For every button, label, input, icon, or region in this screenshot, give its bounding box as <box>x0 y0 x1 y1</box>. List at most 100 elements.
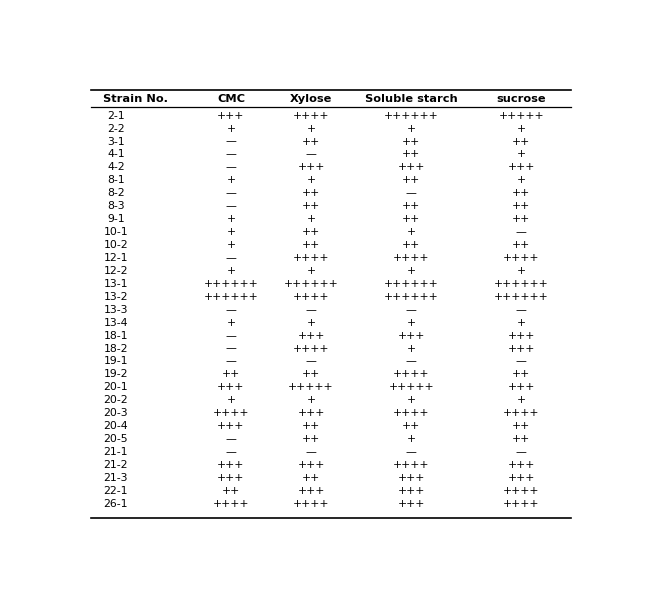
Text: +++: +++ <box>217 111 245 120</box>
Text: 18-1: 18-1 <box>103 331 128 340</box>
Text: +++: +++ <box>297 408 325 419</box>
Text: +: + <box>226 395 236 405</box>
Text: 4-1: 4-1 <box>107 150 125 159</box>
Text: ++: ++ <box>402 201 421 211</box>
Text: ++++++: ++++++ <box>384 111 439 120</box>
Text: ++: ++ <box>402 136 421 147</box>
Text: ++++: ++++ <box>293 343 329 354</box>
Text: +++: +++ <box>217 473 245 483</box>
Text: +: + <box>517 266 526 276</box>
Text: ++++++: ++++++ <box>203 292 258 302</box>
Text: +: + <box>517 150 526 159</box>
Text: —: — <box>225 447 236 457</box>
Text: CMC: CMC <box>217 94 245 104</box>
Text: +++: +++ <box>397 499 425 509</box>
Text: sucrose: sucrose <box>497 94 546 104</box>
Text: 13-1: 13-1 <box>103 279 128 289</box>
Text: ++++: ++++ <box>393 370 430 379</box>
Text: ++: ++ <box>302 473 320 483</box>
Text: 22-1: 22-1 <box>103 486 128 496</box>
Text: ++: ++ <box>512 201 530 211</box>
Text: —: — <box>516 227 526 237</box>
Text: +: + <box>406 266 416 276</box>
Text: ++++: ++++ <box>213 499 249 509</box>
Text: +: + <box>406 123 416 134</box>
Text: ++++++: ++++++ <box>284 279 339 289</box>
Text: +++: +++ <box>297 460 325 470</box>
Text: +++++: +++++ <box>388 382 434 392</box>
Text: 8-2: 8-2 <box>107 188 125 199</box>
Text: ++: ++ <box>512 240 530 250</box>
Text: ++++: ++++ <box>503 486 539 496</box>
Text: +++++: +++++ <box>499 111 544 120</box>
Text: ++++++: ++++++ <box>384 279 439 289</box>
Text: +: + <box>306 123 316 134</box>
Text: 13-3: 13-3 <box>103 305 128 315</box>
Text: ++++: ++++ <box>293 111 329 120</box>
Text: 2-2: 2-2 <box>107 123 125 134</box>
Text: +++: +++ <box>508 163 535 172</box>
Text: +: + <box>517 123 526 134</box>
Text: ++++++: ++++++ <box>494 279 548 289</box>
Text: 12-2: 12-2 <box>103 266 128 276</box>
Text: ++++: ++++ <box>393 460 430 470</box>
Text: —: — <box>406 305 417 315</box>
Text: —: — <box>225 434 236 444</box>
Text: ++: ++ <box>302 421 320 431</box>
Text: 3-1: 3-1 <box>107 136 125 147</box>
Text: —: — <box>516 447 526 457</box>
Text: 20-2: 20-2 <box>103 395 128 405</box>
Text: +: + <box>406 318 416 327</box>
Text: —: — <box>406 188 417 199</box>
Text: +: + <box>406 227 416 237</box>
Text: 10-2: 10-2 <box>103 240 128 250</box>
Text: 20-3: 20-3 <box>103 408 128 419</box>
Text: ++: ++ <box>512 370 530 379</box>
Text: +++: +++ <box>397 486 425 496</box>
Text: 21-3: 21-3 <box>103 473 128 483</box>
Text: 21-1: 21-1 <box>103 447 128 457</box>
Text: +: + <box>226 240 236 250</box>
Text: ++++: ++++ <box>393 408 430 419</box>
Text: +: + <box>406 395 416 405</box>
Text: +++: +++ <box>297 486 325 496</box>
Text: 12-1: 12-1 <box>103 253 128 263</box>
Text: —: — <box>225 331 236 340</box>
Text: +++++: +++++ <box>288 382 334 392</box>
Text: ++: ++ <box>512 434 530 444</box>
Text: —: — <box>225 150 236 159</box>
Text: ++: ++ <box>512 421 530 431</box>
Text: ++: ++ <box>302 188 320 199</box>
Text: +: + <box>226 123 236 134</box>
Text: —: — <box>406 356 417 367</box>
Text: ++: ++ <box>512 188 530 199</box>
Text: ++: ++ <box>302 434 320 444</box>
Text: ++++++: ++++++ <box>384 292 439 302</box>
Text: 26-1: 26-1 <box>103 499 128 509</box>
Text: +: + <box>406 434 416 444</box>
Text: 13-4: 13-4 <box>103 318 128 327</box>
Text: +++: +++ <box>508 331 535 340</box>
Text: ++++: ++++ <box>503 499 539 509</box>
Text: ++++: ++++ <box>393 253 430 263</box>
Text: 20-4: 20-4 <box>103 421 128 431</box>
Text: ++++: ++++ <box>503 253 539 263</box>
Text: +++: +++ <box>508 343 535 354</box>
Text: —: — <box>225 188 236 199</box>
Text: +: + <box>517 395 526 405</box>
Text: +++: +++ <box>508 473 535 483</box>
Text: ++: ++ <box>302 370 320 379</box>
Text: +: + <box>306 318 316 327</box>
Text: +: + <box>306 266 316 276</box>
Text: +: + <box>226 175 236 185</box>
Text: +: + <box>517 175 526 185</box>
Text: +: + <box>226 266 236 276</box>
Text: 18-2: 18-2 <box>103 343 128 354</box>
Text: +: + <box>517 318 526 327</box>
Text: —: — <box>306 305 317 315</box>
Text: ++: ++ <box>402 421 421 431</box>
Text: —: — <box>406 447 417 457</box>
Text: +: + <box>226 214 236 224</box>
Text: +++: +++ <box>397 331 425 340</box>
Text: ++++: ++++ <box>293 253 329 263</box>
